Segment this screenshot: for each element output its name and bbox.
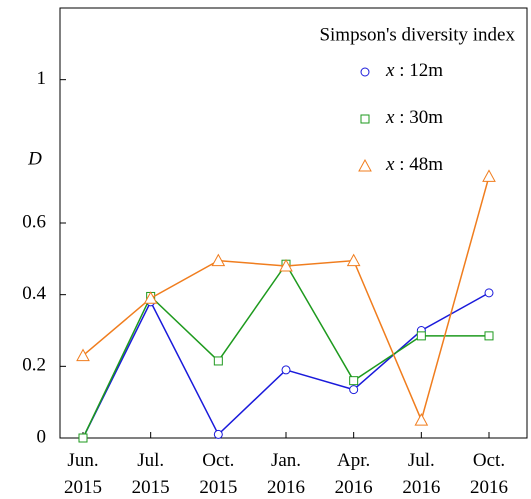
point	[484, 288, 494, 298]
y-axis-label: D	[27, 148, 42, 169]
y-tick-label: 1	[37, 68, 47, 89]
point	[76, 348, 90, 362]
legend-title: Simpson's diversity index	[319, 24, 515, 45]
point	[414, 413, 429, 426]
point	[78, 433, 88, 443]
legend-label: x : 30m	[385, 107, 443, 128]
y-tick-label: 0.6	[22, 211, 46, 232]
y-tick-label: 0.2	[22, 355, 46, 376]
x-tick-label: Jul. 2016	[402, 450, 440, 498]
point	[143, 291, 158, 304]
point	[346, 253, 361, 267]
point	[482, 169, 496, 182]
point	[281, 365, 291, 375]
point	[349, 385, 359, 395]
point	[349, 376, 359, 386]
x-tick-label: Apr. 2016	[335, 450, 373, 498]
point	[211, 253, 226, 267]
legend-label: x : 12m	[385, 60, 443, 81]
x-tick-label: Oct. 2015	[199, 450, 237, 498]
legend-label: x : 48m	[385, 154, 443, 175]
point	[213, 356, 223, 366]
y-tick-label: 0	[37, 426, 47, 447]
point	[213, 429, 223, 439]
x-tick-label: Jul. 2015	[132, 450, 170, 498]
x-tick-label: Jan. 2016	[267, 450, 305, 498]
legend-marker	[360, 114, 370, 124]
point	[416, 331, 426, 341]
plot-frame	[59, 7, 528, 439]
point	[484, 331, 494, 341]
legend-marker	[360, 67, 370, 77]
series-line	[82, 176, 490, 423]
y-tick-label: 0.4	[22, 283, 46, 304]
x-tick-label: Oct. 2016	[470, 450, 508, 498]
legend-marker	[358, 158, 372, 172]
point	[279, 258, 293, 272]
series-line	[82, 262, 489, 439]
x-tick-label: Jun. 2015	[64, 450, 102, 498]
